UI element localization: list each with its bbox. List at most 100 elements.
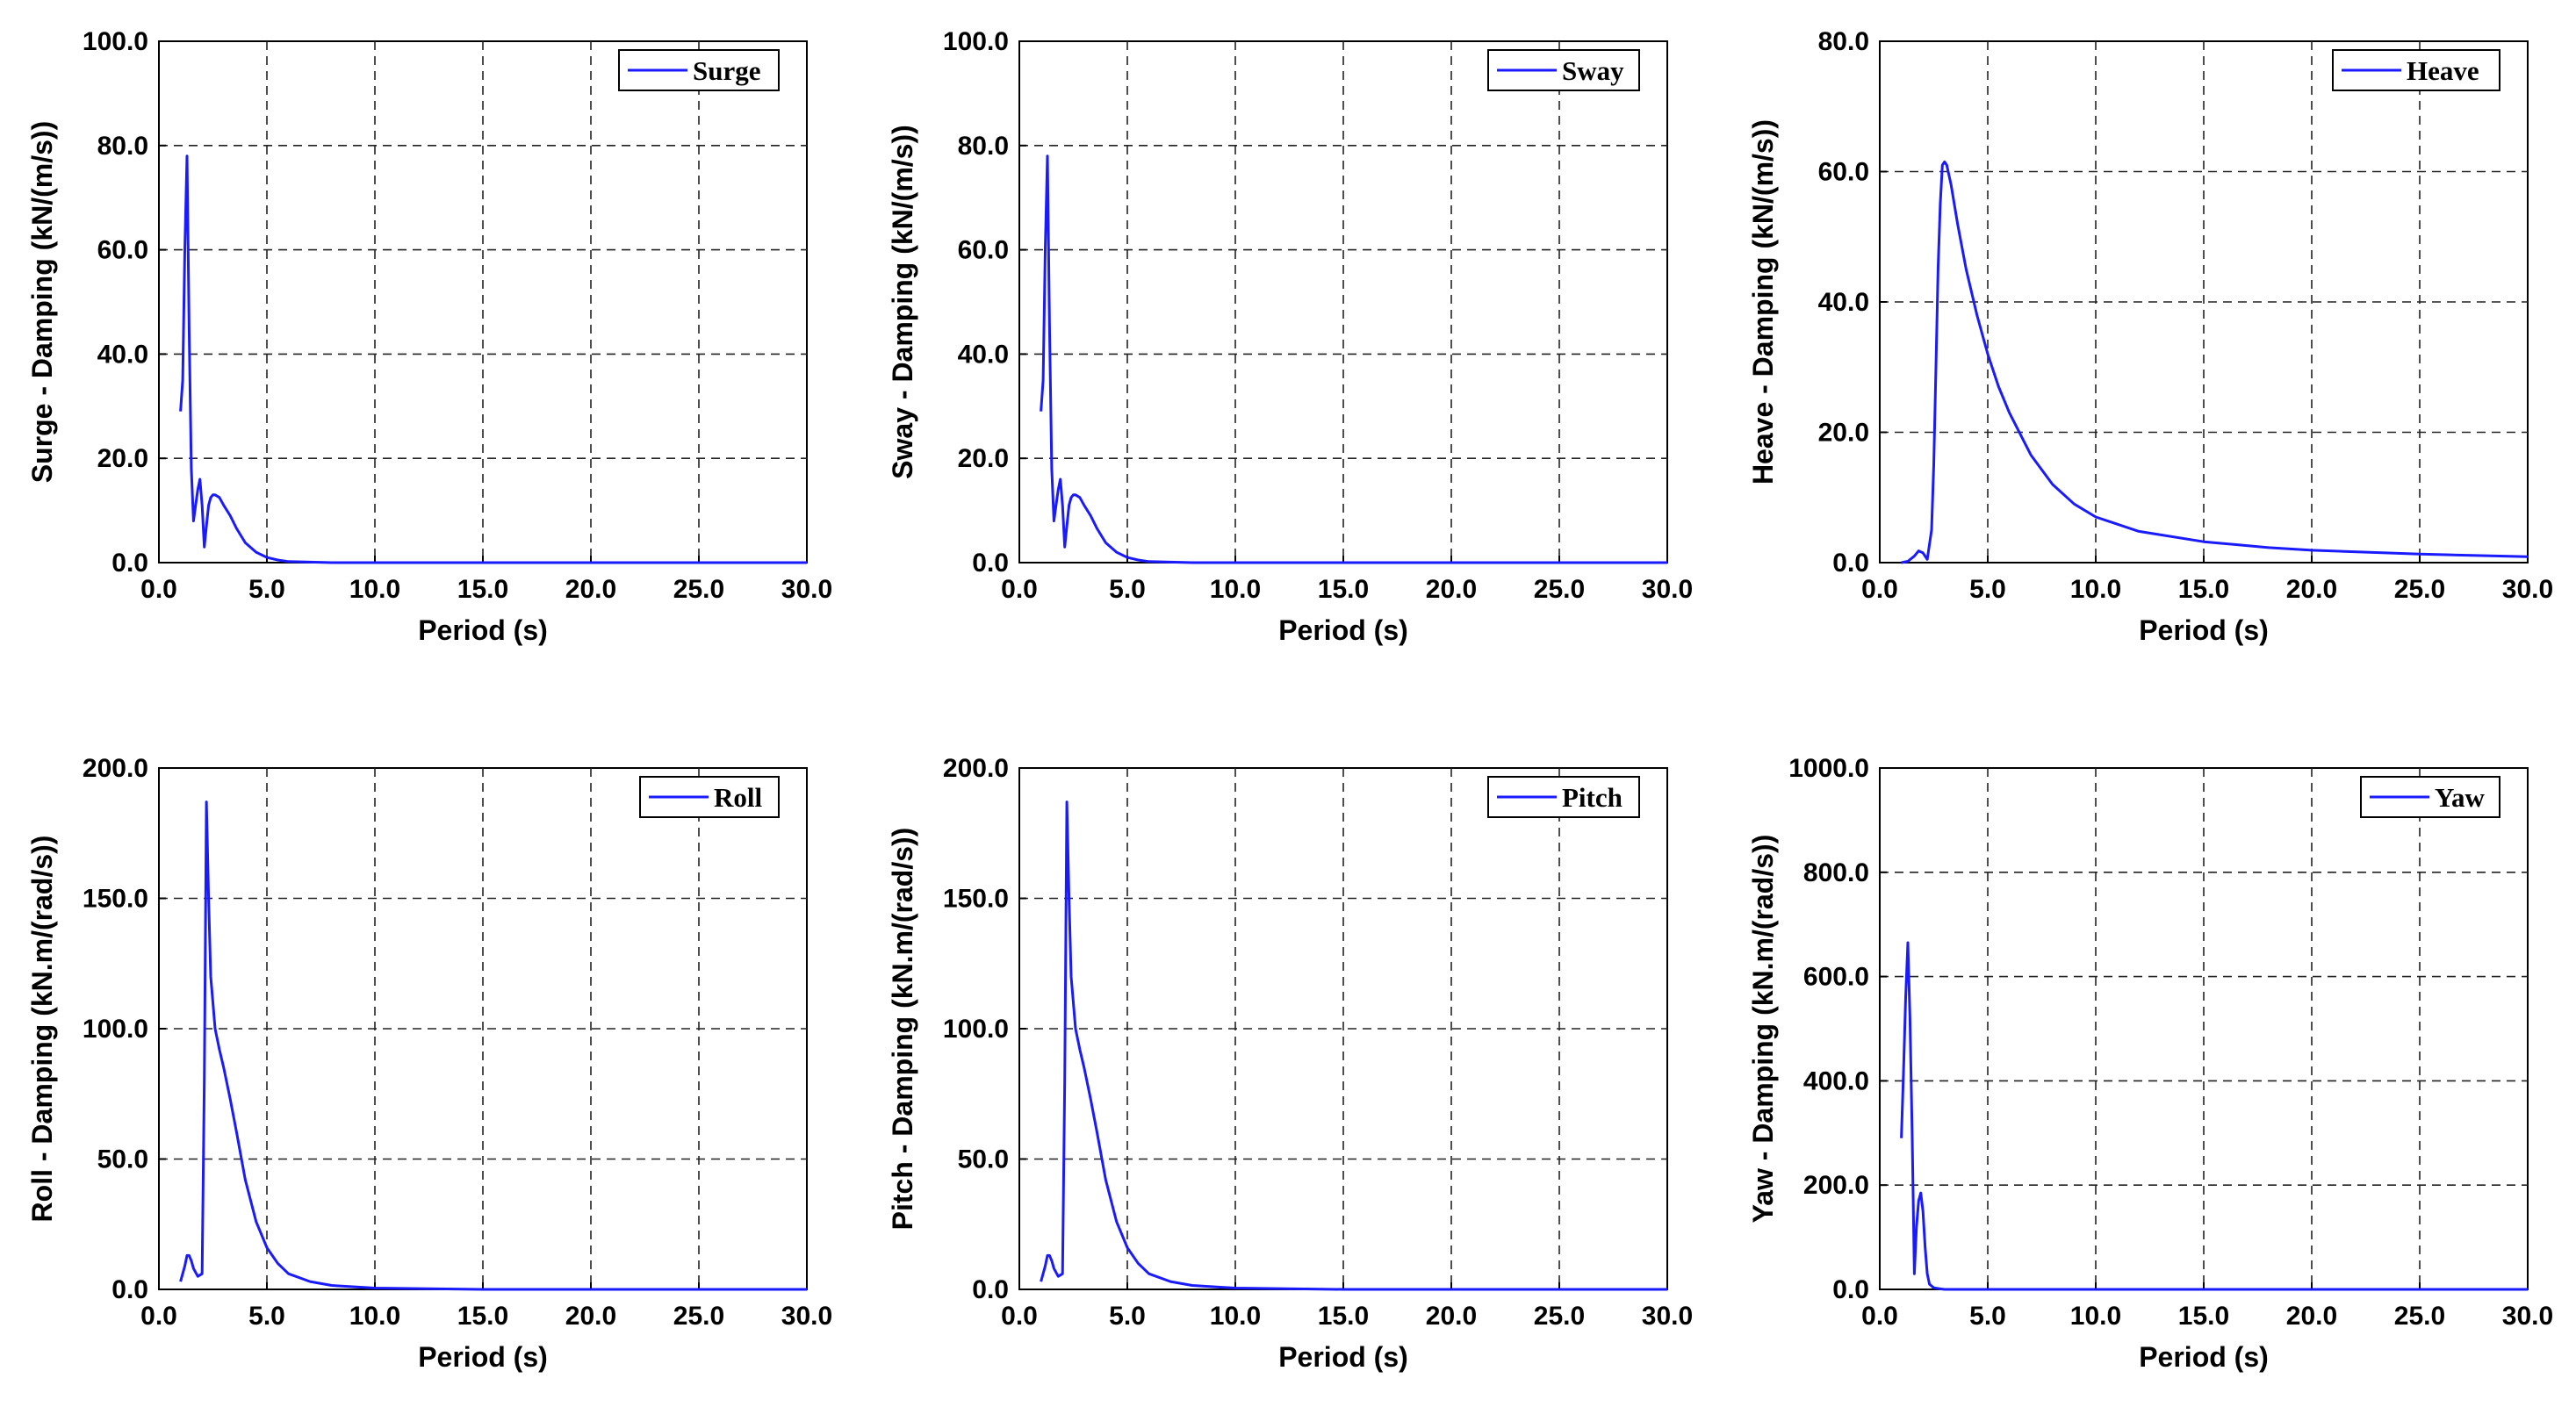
x-tick-label: 30.0 xyxy=(781,1302,832,1331)
y-tick-label: 800.0 xyxy=(1803,858,1869,887)
y-axis-label: Roll - Damping (kN.m/(rad/s)) xyxy=(26,836,58,1223)
y-axis-label: Surge - Damping (kN/(m/s)) xyxy=(26,121,58,483)
chart-panel-1: 0.0 5.0 10.0 15.0 20.0 25.0 30.0 0.0 20.0 40.0 60.… xyxy=(26,27,832,646)
y-tick-label: 20.0 xyxy=(958,444,1009,473)
x-tick-label: 25.0 xyxy=(673,575,724,604)
y-tick-label: 80.0 xyxy=(1818,27,1869,56)
y-tick-label: 20.0 xyxy=(97,444,148,473)
legend-label: Sway xyxy=(1562,55,1624,86)
y-tick-label: 20.0 xyxy=(1818,419,1869,448)
legend: Roll xyxy=(639,776,780,818)
x-tick-label: 10.0 xyxy=(1210,1302,1261,1331)
x-axis-label: Period (s) xyxy=(418,1341,548,1373)
legend: Heave xyxy=(2332,49,2500,91)
x-tick-label: 20.0 xyxy=(565,575,616,604)
chart-panel-3: 0.0 5.0 10.0 15.0 20.0 25.0 30.0 0.0 20.0 40.0 60.… xyxy=(1747,27,2553,646)
y-tick-label: 0.0 xyxy=(1832,1275,1869,1304)
x-tick-label: 0.0 xyxy=(1861,575,1898,604)
x-tick-label: 15.0 xyxy=(2178,575,2229,604)
series-line-yaw xyxy=(1900,941,2528,1291)
y-tick-label: 80.0 xyxy=(97,132,148,161)
y-tick-label: 60.0 xyxy=(1818,158,1869,187)
y-tick-label: 0.0 xyxy=(112,549,148,578)
x-tick-label: 30.0 xyxy=(2502,575,2553,604)
x-tick-label: 15.0 xyxy=(2178,1302,2229,1331)
x-tick-label: 10.0 xyxy=(349,575,400,604)
x-tick-label: 10.0 xyxy=(2070,575,2121,604)
y-tick-label: 100.0 xyxy=(83,1015,148,1044)
y-tick-label: 150.0 xyxy=(943,885,1009,914)
x-tick-label: 0.0 xyxy=(140,575,177,604)
x-tick-label: 20.0 xyxy=(2286,1302,2337,1331)
y-tick-label: 40.0 xyxy=(97,340,148,369)
legend-label: Surge xyxy=(693,55,761,86)
x-tick-label: 25.0 xyxy=(2394,1302,2445,1331)
x-tick-label: 25.0 xyxy=(1534,575,1585,604)
x-tick-label: 5.0 xyxy=(1969,1302,2006,1331)
y-axis-label: Heave - Damping (kN/(m/s)) xyxy=(1747,119,1779,485)
legend: Pitch xyxy=(1487,776,1640,818)
chart-panel-4: 0.0 5.0 10.0 15.0 20.0 25.0 30.0 0.0 50.0 100.0 15… xyxy=(26,754,832,1373)
y-tick-label: 50.0 xyxy=(97,1145,148,1174)
y-tick-label: 200.0 xyxy=(1803,1171,1869,1200)
series-line-heave xyxy=(1901,160,2529,564)
x-axis-label: Period (s) xyxy=(418,614,548,646)
x-tick-label: 0.0 xyxy=(140,1302,177,1331)
series-line-sway xyxy=(1040,154,1667,564)
x-tick-label: 0.0 xyxy=(1001,575,1038,604)
y-tick-label: 0.0 xyxy=(972,1275,1009,1304)
x-tick-label: 5.0 xyxy=(1969,575,2006,604)
y-axis-label: Yaw - Damping (kN.m/(rad/s)) xyxy=(1747,835,1779,1224)
x-axis-label: Period (s) xyxy=(1278,1341,1408,1373)
series-line-surge xyxy=(179,154,807,564)
x-tick-label: 10.0 xyxy=(349,1302,400,1331)
y-tick-label: 600.0 xyxy=(1803,963,1869,992)
x-tick-label: 30.0 xyxy=(1642,1302,1693,1331)
y-tick-label: 1000.0 xyxy=(1788,754,1869,783)
legend-label: Yaw xyxy=(2435,782,2485,813)
chart-panel-5: 0.0 5.0 10.0 15.0 20.0 25.0 30.0 0.0 50.0 100.0 15… xyxy=(887,754,1693,1373)
x-tick-label: 15.0 xyxy=(457,1302,508,1331)
y-tick-label: 100.0 xyxy=(943,1015,1009,1044)
x-tick-label: 25.0 xyxy=(1534,1302,1585,1331)
x-tick-label: 30.0 xyxy=(2502,1302,2553,1331)
y-tick-label: 40.0 xyxy=(1818,288,1869,317)
y-tick-label: 0.0 xyxy=(1832,549,1869,578)
y-tick-label: 100.0 xyxy=(83,27,148,56)
x-tick-label: 15.0 xyxy=(1318,1302,1369,1331)
series-line-pitch xyxy=(1040,800,1667,1291)
y-axis-label: Sway - Damping (kN/(m/s)) xyxy=(887,125,918,479)
x-tick-label: 0.0 xyxy=(1001,1302,1038,1331)
y-tick-label: 200.0 xyxy=(83,754,148,783)
y-tick-label: 60.0 xyxy=(958,236,1009,265)
x-tick-label: 20.0 xyxy=(565,1302,616,1331)
x-tick-label: 0.0 xyxy=(1861,1302,1898,1331)
y-tick-label: 0.0 xyxy=(972,549,1009,578)
x-tick-label: 15.0 xyxy=(457,575,508,604)
x-tick-label: 5.0 xyxy=(248,1302,285,1331)
series-line-roll xyxy=(179,800,807,1291)
x-tick-label: 30.0 xyxy=(1642,575,1693,604)
x-tick-label: 5.0 xyxy=(1109,575,1146,604)
x-axis-label: Period (s) xyxy=(2139,614,2269,646)
x-tick-label: 25.0 xyxy=(673,1302,724,1331)
x-tick-label: 25.0 xyxy=(2394,575,2445,604)
y-tick-label: 80.0 xyxy=(958,132,1009,161)
y-tick-label: 150.0 xyxy=(83,885,148,914)
x-tick-label: 20.0 xyxy=(1426,575,1477,604)
chart-panel-6: 0.0 5.0 10.0 15.0 20.0 25.0 30.0 0.0 200.0 400.0 6… xyxy=(1747,754,2553,1373)
legend: Yaw xyxy=(2360,776,2500,818)
y-tick-label: 0.0 xyxy=(112,1275,148,1304)
legend: Surge xyxy=(618,49,780,91)
y-axis-label: Pitch - Damping (kN.m/(rad/s)) xyxy=(887,828,918,1231)
x-axis-label: Period (s) xyxy=(1278,614,1408,646)
y-tick-label: 400.0 xyxy=(1803,1066,1869,1095)
x-axis-label: Period (s) xyxy=(2139,1341,2269,1373)
y-tick-label: 60.0 xyxy=(97,236,148,265)
y-tick-label: 50.0 xyxy=(958,1145,1009,1174)
chart-panel-2: 0.0 5.0 10.0 15.0 20.0 25.0 30.0 0.0 20.0 40.0 60.… xyxy=(887,27,1693,646)
legend-label: Roll xyxy=(714,782,763,813)
x-tick-label: 20.0 xyxy=(1426,1302,1477,1331)
legend-label: Pitch xyxy=(1562,782,1623,813)
